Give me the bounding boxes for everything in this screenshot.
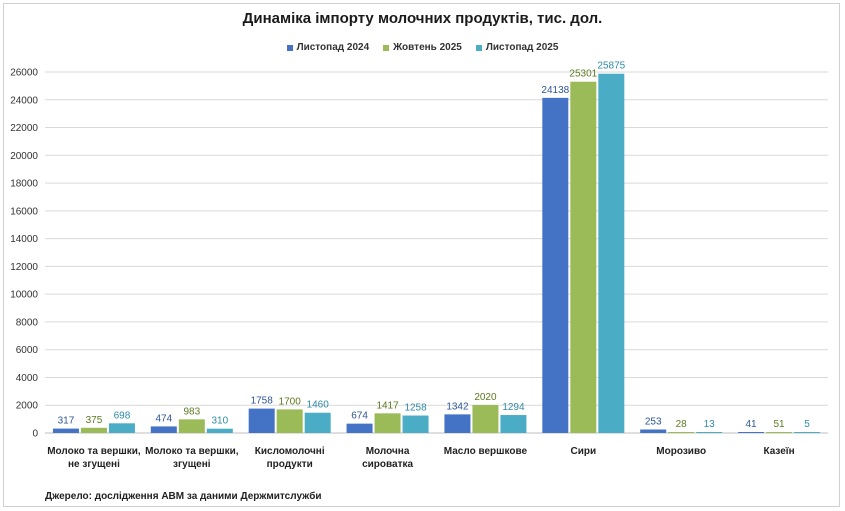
data-label: 253 — [645, 416, 662, 427]
data-label: 1294 — [502, 402, 525, 413]
bar-1-5 — [570, 81, 597, 433]
legend-label-2: Листопад 2025 — [485, 42, 559, 53]
data-label: 310 — [211, 416, 228, 427]
y-tick-label: 8000 — [16, 317, 39, 328]
y-tick-label: 22000 — [10, 123, 38, 134]
bar-2-5 — [598, 73, 625, 433]
bar-0-0 — [52, 428, 79, 433]
legend-swatch-0 — [286, 44, 293, 51]
chart-legend: Листопад 2024 Жовтень 2025 Листопад 2025 — [0, 42, 845, 53]
x-category-label: Морозиво — [656, 446, 706, 457]
legend-item-series-1: Жовтень 2025 — [383, 42, 462, 53]
bar-2-1 — [206, 428, 233, 433]
bar-1-3 — [374, 413, 401, 433]
x-category-label: Молочна — [366, 446, 410, 457]
y-tick-label: 18000 — [10, 179, 38, 190]
data-label: 983 — [183, 406, 200, 417]
y-tick-label: 24000 — [10, 95, 38, 106]
x-category-label: сироватка — [362, 459, 413, 470]
source-note: Джерело: дослідження АВМ за даними Держм… — [45, 491, 322, 502]
data-label: 1758 — [251, 396, 274, 407]
chart-title: Динаміка імпорту молочних продуктів, тис… — [242, 10, 603, 27]
y-tick-label: 26000 — [10, 68, 38, 79]
bar-2-4 — [500, 415, 527, 433]
legend-swatch-1 — [383, 44, 390, 51]
data-label: 51 — [774, 419, 786, 430]
bar-2-2 — [304, 412, 331, 433]
bar-0-6 — [640, 429, 667, 433]
bar-1-4 — [472, 404, 499, 433]
x-category-label: Молоко та вершки, — [47, 446, 141, 457]
legend-item-series-0: Листопад 2024 — [286, 42, 370, 53]
bar-0-5 — [542, 97, 569, 434]
y-tick-label: 12000 — [10, 262, 38, 273]
bar-1-6 — [668, 432, 695, 433]
bar-0-3 — [346, 423, 373, 433]
data-label: 1700 — [279, 396, 302, 407]
data-label: 5 — [804, 419, 810, 430]
data-label: 1460 — [307, 400, 330, 411]
bar-1-7 — [766, 432, 793, 433]
data-label: 1342 — [446, 401, 469, 412]
bar-0-4 — [444, 414, 471, 433]
bar-2-0 — [108, 423, 135, 433]
data-label: 674 — [351, 411, 368, 422]
x-category-label: Масло вершкове — [444, 446, 528, 457]
data-label: 474 — [155, 413, 172, 424]
data-label: 1258 — [404, 403, 427, 414]
legend-swatch-2 — [475, 44, 482, 51]
data-label: 2020 — [474, 392, 497, 403]
x-category-label: продукти — [267, 459, 313, 470]
data-label: 375 — [86, 415, 103, 426]
data-label: 1417 — [376, 400, 399, 411]
bar-1-1 — [178, 419, 205, 433]
y-tick-label: 16000 — [10, 206, 38, 217]
y-tick-label: 0 — [32, 429, 38, 440]
bar-2-3 — [402, 415, 429, 433]
bar-1-2 — [276, 409, 303, 433]
legend-label-1: Жовтень 2025 — [393, 42, 462, 53]
y-tick-label: 14000 — [10, 234, 38, 245]
x-category-label: не згущені — [68, 459, 120, 470]
bar-1-0 — [80, 427, 107, 433]
bar-2-7 — [794, 432, 821, 433]
bar-2-6 — [696, 432, 723, 433]
data-label: 698 — [114, 410, 131, 421]
y-tick-label: 4000 — [16, 373, 39, 384]
legend-label-0: Листопад 2024 — [296, 42, 370, 53]
y-tick-label: 20000 — [10, 151, 38, 162]
y-tick-label: 10000 — [10, 290, 38, 301]
data-label: 28 — [676, 419, 688, 430]
bar-0-1 — [150, 426, 177, 433]
y-tick-label: 6000 — [16, 345, 39, 356]
data-label: 25301 — [569, 69, 597, 80]
data-label: 317 — [58, 416, 75, 427]
x-category-label: Молоко та вершки, — [145, 446, 239, 457]
bar-0-2 — [248, 408, 275, 433]
legend-item-series-2: Листопад 2025 — [475, 42, 559, 53]
x-category-label: Кисломолочні — [255, 446, 325, 457]
data-label: 24138 — [541, 85, 569, 96]
x-category-label: згущені — [173, 459, 211, 470]
x-category-label: Сири — [571, 446, 597, 457]
bar-0-7 — [738, 432, 765, 433]
data-label: 25875 — [597, 61, 625, 72]
x-category-label: Казеїн — [763, 446, 794, 457]
y-tick-label: 2000 — [16, 401, 39, 412]
data-label: 41 — [746, 419, 758, 430]
data-label: 13 — [704, 419, 716, 430]
